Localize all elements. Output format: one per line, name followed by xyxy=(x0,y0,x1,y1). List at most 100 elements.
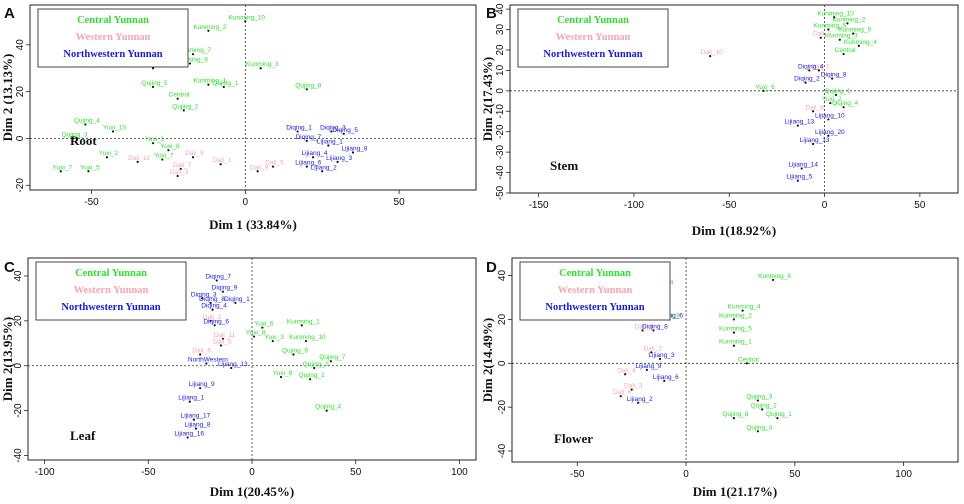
point-label: Diqing_6 xyxy=(203,318,229,325)
point-label: Diqing_7 xyxy=(295,134,321,141)
x-axis-title: Dim 1(21.17%) xyxy=(693,484,778,499)
point-label: Kunming_9 xyxy=(838,27,871,34)
data-point xyxy=(279,375,283,379)
panel-d-flower: -50 0 50 100 -40 -20 0 20 40D Dim 1(21.17%) Dim 2(… xyxy=(480,257,959,499)
point-label: Dali_8 xyxy=(185,150,204,157)
data-point xyxy=(182,109,185,112)
data-point xyxy=(846,22,849,25)
point-label: Diqing_3 xyxy=(191,291,217,298)
point-label: Yuxi_5 xyxy=(80,164,100,171)
point-label: Qujing_4 xyxy=(832,100,858,107)
data-point xyxy=(619,395,622,398)
legend-entry-western: Western Yunnan xyxy=(556,32,631,43)
x-tick-label: 0 xyxy=(683,469,689,480)
data-point xyxy=(829,101,832,105)
x-axis-title: Dim 1(18.92%) xyxy=(692,223,777,238)
panel-letter: C xyxy=(4,259,15,276)
data-point xyxy=(215,279,218,282)
data-point xyxy=(745,362,749,365)
legend-entry-northwestern: Northwestern Yunnan xyxy=(543,49,642,60)
y-tick-label: -40 xyxy=(495,165,506,180)
y-tick-label: 0 xyxy=(495,88,506,94)
y-tick-label: -40 xyxy=(497,443,508,458)
point-label: Qujing_8 xyxy=(722,411,748,418)
data-point xyxy=(59,170,62,173)
data-point xyxy=(800,167,803,170)
point-label: Kunming_7 xyxy=(178,47,211,54)
data-point xyxy=(732,344,736,347)
data-point xyxy=(161,158,164,161)
point-label: Dali_8 xyxy=(617,367,636,374)
data-point xyxy=(191,156,195,159)
point-label: Diqing_4 xyxy=(201,303,227,310)
data-point xyxy=(762,89,765,92)
point-label: Qujing_4 xyxy=(746,424,772,431)
panel-a-root: -50 0 50 -20 0 20 40 A Dim 1 (33.84%) Dim 2 (13.1… xyxy=(0,4,477,232)
panel-letter: A xyxy=(4,5,15,22)
x-tick-label: -100 xyxy=(35,467,55,478)
data-point xyxy=(817,69,820,72)
point-label: Lijiang_3 xyxy=(648,352,674,359)
panel-c-leaf: -100 -50 0 50 100 -40 -20 0 20 40C Dim 1(20.45%) Di… xyxy=(0,257,477,499)
data-point xyxy=(252,335,256,338)
legend-entry-central: Central Yunnan xyxy=(75,268,147,279)
point-label: Qujing_3 xyxy=(746,394,772,401)
data-point xyxy=(771,278,775,282)
y-tick-label: 0 xyxy=(497,360,508,366)
point-label: Kunming_3 xyxy=(246,61,279,68)
point-label: Yuxi_6 xyxy=(254,321,274,328)
legend-entry-northwestern: Northwestern Yunnan xyxy=(61,302,160,313)
point-label: Qujing_2 xyxy=(751,402,777,409)
point-label: Dali_6 xyxy=(613,389,632,396)
point-label: Dali_3 xyxy=(624,383,643,390)
data-point xyxy=(630,388,633,391)
data-point xyxy=(650,351,653,354)
data-point xyxy=(188,400,191,403)
point-label: Yuxi_6 xyxy=(755,84,775,91)
data-point xyxy=(827,134,830,137)
y-tick-label: 0 xyxy=(13,363,24,369)
data-point xyxy=(342,132,345,135)
point-label: Dali_3 xyxy=(813,31,832,38)
point-label: Lijiang_2 xyxy=(311,164,337,171)
data-point xyxy=(645,368,648,371)
point-label: Kunming_10 xyxy=(289,334,326,341)
legend-entry-northwestern: Northwestern Yunnan xyxy=(545,302,644,313)
point-label: Qujing_5 xyxy=(142,80,168,87)
data-point xyxy=(194,427,198,430)
data-point xyxy=(327,144,330,147)
x-tick-label: 50 xyxy=(394,197,406,208)
y-tick-label: -40 xyxy=(13,448,24,463)
point-label: Lijiang_9 xyxy=(189,381,215,388)
y-tick-label: -20 xyxy=(497,399,508,414)
y-tick-label: 10 xyxy=(495,64,506,76)
data-point xyxy=(308,378,312,381)
point-label: Kunming_4 xyxy=(844,39,877,46)
data-point xyxy=(151,85,155,89)
y-tick-label: 20 xyxy=(13,315,24,327)
legend-box xyxy=(519,261,671,321)
data-point xyxy=(832,16,836,19)
data-point xyxy=(305,139,308,142)
point-label: Qujing_1 xyxy=(766,411,792,418)
data-point xyxy=(205,362,208,365)
data-point xyxy=(207,83,210,86)
data-point xyxy=(796,179,799,182)
data-point xyxy=(213,324,216,327)
x-tick-label: 0 xyxy=(243,197,249,208)
point-label: Qujing_4 xyxy=(74,117,100,124)
data-point xyxy=(191,53,195,56)
y-tick-label: -20 xyxy=(15,178,26,193)
data-point xyxy=(637,401,640,404)
legend-box xyxy=(517,8,669,68)
point-label: Yuxi_8 xyxy=(246,330,266,337)
data-point xyxy=(219,344,222,347)
point-label: Qujing_2 xyxy=(172,103,198,110)
point-label: Kunming_5 xyxy=(719,326,752,333)
data-point xyxy=(732,318,736,321)
data-point xyxy=(709,54,712,58)
data-point xyxy=(192,418,196,421)
point-label: Qujing_9 xyxy=(282,348,308,355)
data-point xyxy=(87,170,90,173)
x-tick-label: -50 xyxy=(722,200,737,211)
